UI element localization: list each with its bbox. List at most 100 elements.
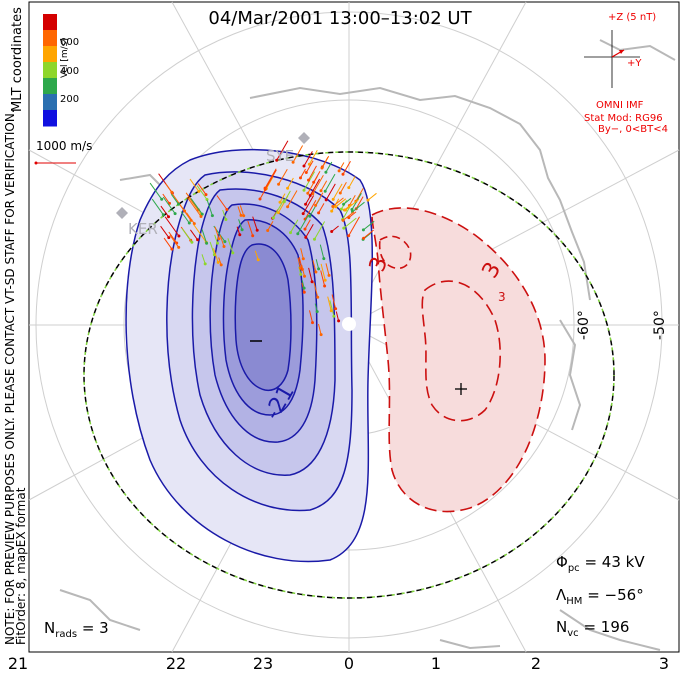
velocity-vector-origin (197, 189, 201, 193)
velocity-vector (216, 195, 228, 210)
potential-maximum-marker (455, 383, 467, 395)
mlt-label: 0 (343, 654, 355, 673)
lambda-symbol: Λ (556, 586, 567, 604)
velocity-vector (315, 259, 320, 270)
velocity-vector-origin (286, 205, 290, 209)
velocity-vector (301, 264, 305, 277)
nvc-value: = 196 (583, 618, 630, 636)
velocity-vector-origin (167, 215, 170, 219)
velocity-vector (305, 160, 314, 173)
velocity-vector (324, 173, 336, 192)
velocity-vector (180, 211, 190, 224)
velocity-vector (338, 162, 345, 172)
nvc-subscript: vc (567, 628, 579, 639)
nrads-subscript: rads (55, 629, 78, 640)
velocity-vector (185, 192, 199, 211)
velocity-vector (355, 196, 364, 209)
velocity-vector (305, 194, 312, 205)
lambda-subscript: HM (566, 596, 583, 607)
velocity-vector-origin (219, 263, 223, 267)
velocity-vector (227, 238, 234, 254)
velocity-vector (302, 195, 315, 214)
velocity-vector (304, 200, 317, 220)
velocity-vector (292, 145, 304, 163)
velocity-vector (164, 216, 180, 237)
velocity-vector-origin (299, 272, 303, 276)
velocity-vector (312, 260, 317, 273)
velocity-vector (300, 248, 304, 259)
velocity-vector (352, 201, 365, 213)
velocity-vector-origin (322, 257, 326, 261)
velocity-vector (160, 225, 170, 238)
velocity-vector-origin (323, 284, 327, 288)
colorbar-swatch (43, 46, 57, 63)
velocity-vector (252, 216, 258, 231)
velocity-vector-origin (189, 218, 193, 222)
velocity-vector-origin (242, 214, 246, 218)
velocity-vector (318, 323, 322, 335)
plot-frame (28, 1, 680, 653)
velocity-vector-origin (304, 235, 308, 239)
velocity-vector-origin (170, 247, 174, 251)
station-marker-ker (116, 207, 128, 219)
velocity-vector-origin (199, 215, 203, 218)
velocity-vector-origin (225, 208, 229, 211)
velocity-vector-origin (223, 240, 227, 244)
colorbar-swatch (43, 62, 57, 79)
velocity-vector (214, 226, 220, 239)
velocity-vector-origin (319, 333, 323, 337)
velocity-vector-origin (312, 180, 316, 184)
velocity-vector (201, 254, 206, 265)
velocity-vector (287, 177, 294, 189)
velocity-vector (264, 168, 277, 189)
radar-count: Nrads = 3 (44, 619, 109, 640)
velocity-vector (348, 176, 356, 188)
velocity-vector-origin (311, 321, 314, 325)
colorbar-tick: 400 (60, 66, 80, 77)
velocity-vector-origin (301, 212, 305, 216)
velocity-vector-origin (205, 241, 209, 245)
velocity-vector-origin (315, 310, 319, 314)
velocity-vector (297, 257, 301, 269)
velocity-vector (222, 209, 227, 220)
velocity-vector (265, 176, 274, 189)
velocity-vector (151, 198, 164, 215)
velocity-vector (315, 192, 324, 206)
velocity-vector (321, 155, 330, 169)
velocity-vector (213, 248, 219, 263)
velocity-vector (165, 183, 173, 193)
velocity-vector (238, 219, 243, 230)
velocity-vector (267, 221, 274, 231)
velocity-vector (309, 178, 321, 196)
velocity-vector (320, 180, 328, 191)
velocity-vector (325, 161, 333, 173)
velocity-vector-origin (324, 198, 328, 202)
velocity-vector (325, 183, 336, 201)
velocity-vector (308, 267, 313, 282)
velocity-vector (186, 196, 202, 217)
velocity-vector-origin (177, 245, 181, 249)
velocity-vector-origin (329, 309, 333, 313)
velocity-vector (304, 219, 311, 230)
velocity-vector-origin (258, 197, 262, 201)
hm-boundary-markers (83, 151, 615, 599)
velocity-vector-origin (266, 229, 270, 232)
velocity-vector (160, 205, 169, 217)
imf-model: Stat Mod: RG96 (584, 113, 663, 124)
velocity-vector (272, 198, 285, 219)
velocity-vector-origin (204, 193, 208, 197)
velocity-vector-origin (160, 197, 164, 201)
velocity-vector (259, 190, 266, 200)
velocity-vector (318, 203, 325, 214)
velocity-vector-origin (320, 166, 324, 170)
velocity-vector-origin (341, 172, 345, 176)
velocity-vector-origin (203, 262, 207, 266)
mlt-label: 21 (7, 654, 29, 673)
velocity-vector (367, 192, 377, 201)
velocity-vector-origin (216, 260, 220, 264)
velocity-vector (363, 229, 374, 239)
velocity-vector (348, 211, 357, 218)
velocity-vector (254, 250, 259, 260)
velocity-vector-origin (317, 267, 321, 271)
velocity-vector (162, 193, 170, 204)
